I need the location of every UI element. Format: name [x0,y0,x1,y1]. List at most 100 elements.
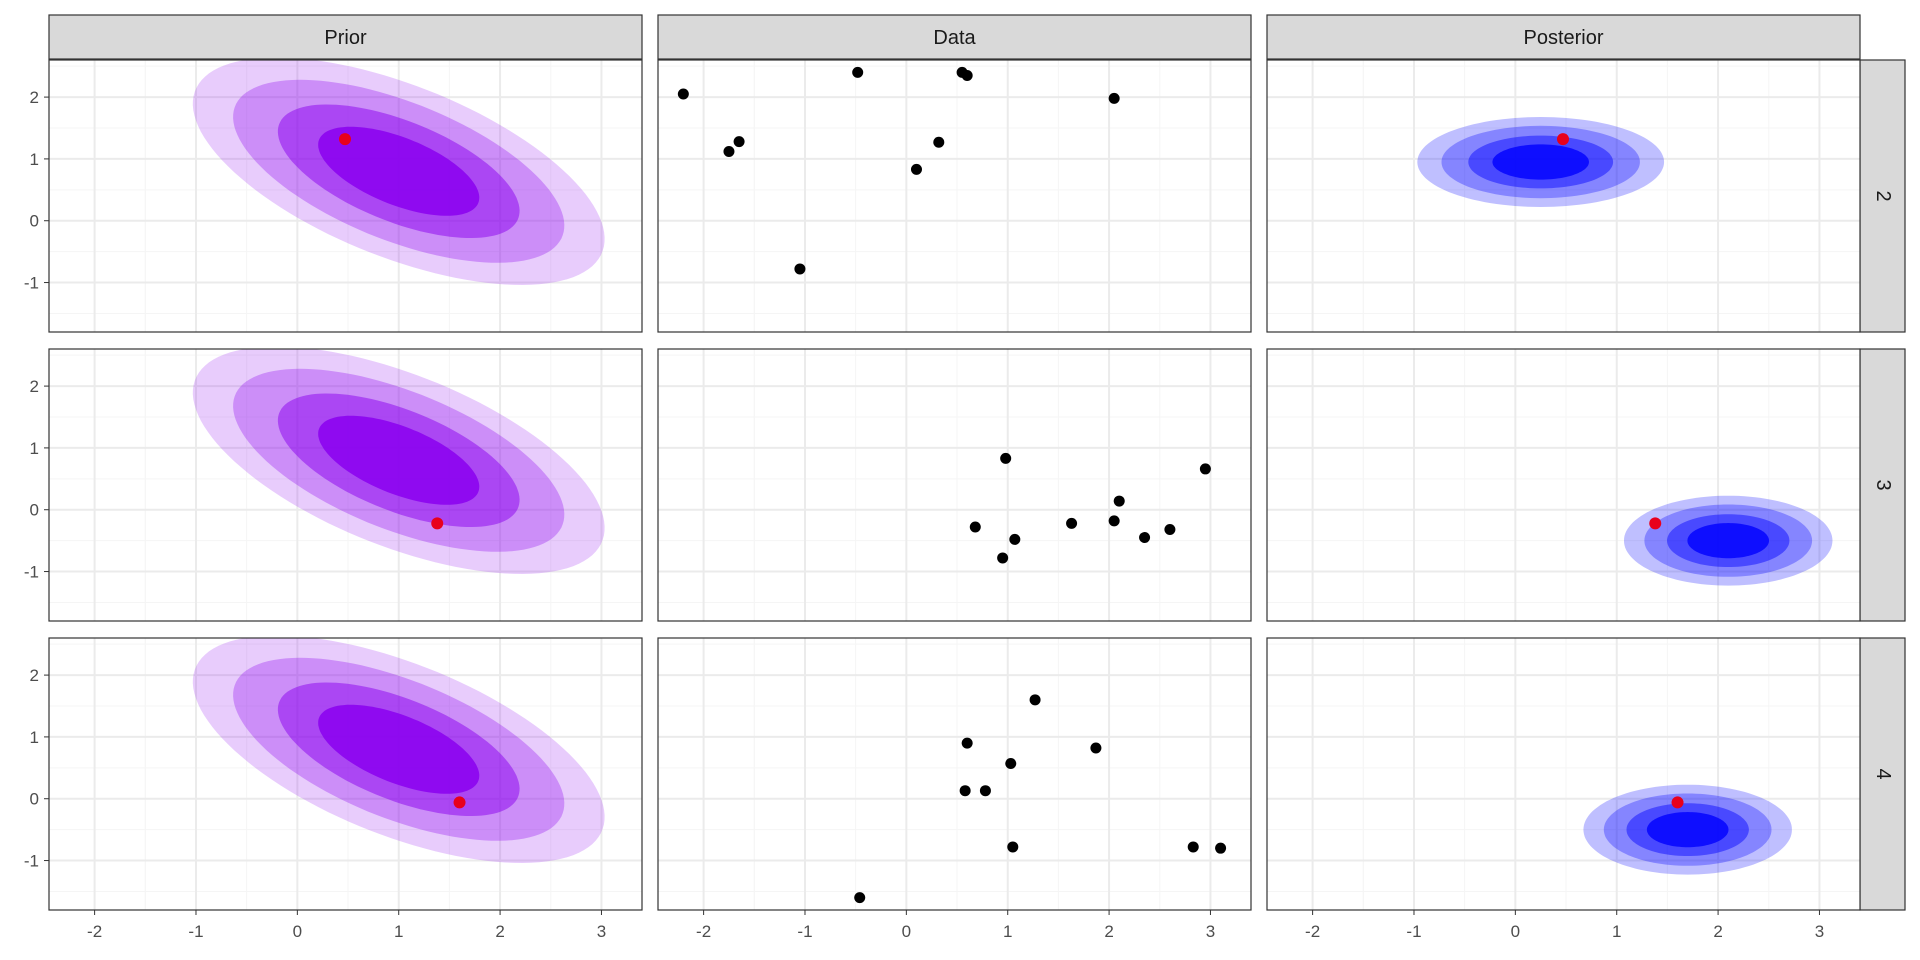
panel-content [1583,784,1792,875]
panel-border [48,59,643,333]
panel-border [1266,59,1861,333]
strip-row-label-3: 3 [1872,479,1894,490]
strip-row-label-4: 4 [1872,768,1894,779]
x-tick-label: 1 [394,922,403,941]
x-tick-label: -2 [87,922,102,941]
data-point [1007,841,1019,853]
panel-prior-4 [48,637,643,911]
data-point [733,136,745,148]
x-tick-label: 2 [1713,922,1722,941]
true-parameter-point [453,796,466,809]
x-tick-label: 2 [495,922,504,941]
y-tick-label: 0 [30,212,39,231]
panel-data-3 [657,348,1252,622]
panel-data-4 [657,637,1252,911]
y-tick-label: 1 [30,439,39,458]
y-tick-label: -1 [24,852,39,871]
panel-content [192,638,605,863]
panel-border [657,59,1252,333]
data-point [1000,452,1012,464]
data-point [1199,463,1211,475]
x-tick-label: 0 [293,922,302,941]
y-tick-label: 0 [30,501,39,520]
panel-content [1624,495,1833,586]
data-point [1164,524,1176,536]
data-point [723,145,735,157]
panel-border [48,637,643,911]
y-tick-label: 0 [30,790,39,809]
data-point [961,69,973,81]
panel-content [969,452,1211,564]
true-parameter-point [1649,517,1662,530]
prior-density-band [318,704,480,794]
data-point [852,66,864,78]
y-tick-label: -1 [24,274,39,293]
prior-density-band [318,415,480,505]
true-parameter-point [431,517,444,530]
data-point [1113,495,1125,507]
y-tick-label: 2 [30,666,39,685]
panel-content [1417,117,1665,207]
panel-border [1266,348,1861,622]
y-tick-label: 2 [30,377,39,396]
data-point [1108,92,1120,104]
x-tick-label: 3 [1206,922,1215,941]
strip-label-data: Data [933,27,976,49]
panel-posterior-3 [1266,348,1861,622]
data-point [1066,517,1078,529]
y-tick-label: 1 [30,150,39,169]
panel-content [192,60,605,285]
strip-row-3 [1859,348,1906,622]
panel-border [657,637,1252,911]
panel-border [48,348,643,622]
posterior-density-band [1492,144,1589,180]
data-point [933,136,945,148]
data-point [1187,841,1199,853]
data-point [1090,742,1102,754]
data-point [1139,532,1151,544]
posterior-density-band [1646,812,1729,848]
panel-background [658,349,1251,621]
x-tick-label: -2 [696,922,711,941]
panel-border [1266,637,1861,911]
x-tick-label: 0 [902,922,911,941]
data-point [854,892,866,904]
data-point [1005,757,1017,769]
true-parameter-point [338,133,351,146]
x-tick-label: 2 [1104,922,1113,941]
prior-density-band [318,126,480,216]
panel-background [1267,60,1860,332]
strip-label-prior: Prior [324,27,367,49]
y-tick-label: -1 [24,563,39,582]
x-tick-label: -2 [1305,922,1320,941]
x-tick-label: 3 [1815,922,1824,941]
strip-row-label-2: 2 [1872,190,1894,201]
x-tick-label: -1 [188,922,203,941]
panel-background [658,638,1251,910]
data-point [794,263,806,275]
data-point [969,521,981,533]
strip-row-4 [1859,637,1906,911]
strip-label-posterior: Posterior [1523,27,1603,49]
panel-border [657,348,1252,622]
data-point [979,785,991,797]
panel-posterior-4 [1266,637,1861,911]
data-point [961,737,973,749]
data-point [997,552,1009,564]
strip-data [657,14,1252,60]
x-tick-label: 1 [1612,922,1621,941]
x-tick-label: 0 [1511,922,1520,941]
data-point [910,163,922,175]
x-tick-label: -1 [1406,922,1421,941]
data-point [1108,515,1120,527]
panel-data-2 [657,59,1252,333]
panel-prior-2 [48,59,643,333]
posterior-density-band [1687,523,1769,559]
true-parameter-point [1556,133,1569,146]
strip-posterior [1266,14,1861,60]
data-point [959,785,971,797]
true-parameter-point [1671,796,1684,809]
panel-content [192,349,605,574]
strip-row-2 [1859,59,1906,333]
